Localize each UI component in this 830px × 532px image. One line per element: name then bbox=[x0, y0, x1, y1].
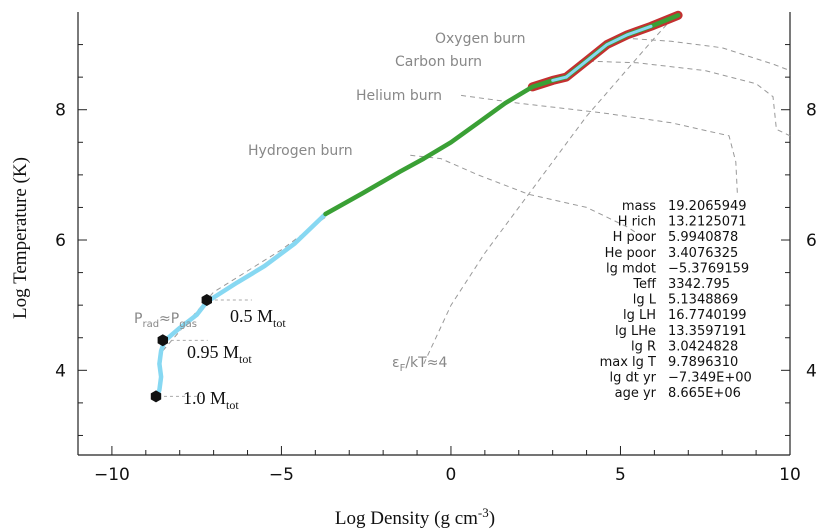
mass-label-sub: tot bbox=[239, 352, 252, 366]
x-axis-title-main: Log Density (g cm bbox=[335, 508, 478, 529]
mass-label-main: 1.0 M bbox=[183, 388, 226, 408]
y-tick-label-right: 4 bbox=[806, 361, 817, 381]
mass-marker bbox=[157, 334, 168, 347]
mass-markers bbox=[150, 294, 252, 403]
info-key: age yr bbox=[615, 386, 657, 401]
info-table: mass 19.2065949 H rich 13.2125071 H poor 5.99… bbox=[600, 199, 752, 401]
plot-frame bbox=[77, 12, 791, 456]
info-value: 13.2125071 bbox=[668, 215, 747, 230]
x-axis-title-sup: -3 bbox=[478, 505, 489, 520]
eps-main: ε bbox=[392, 355, 400, 371]
x-tick-label: 10 bbox=[779, 465, 801, 485]
burn-line-oxygen-burn bbox=[623, 37, 791, 72]
mass-label-1.0: 1.0 Mtot bbox=[183, 388, 239, 412]
mass-label-sub: tot bbox=[273, 316, 286, 330]
mass-marker bbox=[201, 294, 212, 306]
y-tick-label-left: 8 bbox=[55, 101, 66, 121]
info-key: lg LHe bbox=[615, 324, 656, 339]
burn-line-helium-burn bbox=[461, 94, 738, 195]
burn-label-carbon: Carbon burn bbox=[395, 54, 482, 70]
y-axis-title: Log Temperature (K) bbox=[10, 157, 31, 319]
info-key: lg LH bbox=[623, 308, 656, 323]
info-value: 8.665E+06 bbox=[668, 386, 741, 401]
pgas-sub: gas bbox=[179, 319, 197, 330]
y-tick-label-left: 4 bbox=[55, 361, 66, 381]
mass-label-0.95: 0.95 Mtot bbox=[187, 342, 252, 366]
info-value: 3342.795 bbox=[668, 277, 730, 292]
info-key: lg dt yr bbox=[609, 371, 656, 386]
x-tick-label: 0 bbox=[446, 465, 457, 485]
info-value: 9.7896310 bbox=[668, 355, 738, 370]
x-axis-title: Log Density (g cm-3) bbox=[335, 505, 495, 529]
y-tick-label-right: 8 bbox=[806, 101, 817, 121]
info-value: 5.1348869 bbox=[668, 293, 738, 308]
x-tick-label: 5 bbox=[615, 465, 626, 485]
mass-label-main: 0.95 M bbox=[187, 342, 239, 362]
info-value: 5.9940878 bbox=[668, 230, 738, 245]
burn-lines bbox=[162, 11, 791, 365]
x-tick-label: −10 bbox=[94, 465, 130, 485]
approx-sign: ≈ bbox=[159, 311, 171, 327]
prad-pgas-label: Prad≈Pgas bbox=[134, 311, 197, 330]
x-tick-label: −5 bbox=[269, 465, 294, 485]
burn-label-oxygen: Oxygen burn bbox=[435, 31, 526, 47]
info-value: 3.0424828 bbox=[668, 339, 738, 354]
pgas-main: P bbox=[171, 311, 179, 327]
info-key: max lg T bbox=[600, 355, 656, 370]
axis-ticks: −10 −5 0 5 10 4 4 6 6 8 8 bbox=[55, 44, 817, 485]
series-hot-core bbox=[564, 24, 653, 79]
info-key: H rich bbox=[618, 215, 656, 230]
mass-label-sub: tot bbox=[226, 398, 239, 412]
info-value: 19.2065949 bbox=[668, 199, 747, 214]
burn-line-prad-pgas bbox=[162, 216, 326, 352]
info-key: lg R bbox=[631, 339, 656, 354]
info-key: mass bbox=[622, 199, 656, 214]
info-key: He poor bbox=[605, 246, 657, 261]
mass-label-0.5: 0.5 Mtot bbox=[230, 306, 286, 330]
x-axis-title-tail: ) bbox=[489, 508, 495, 529]
mass-label-main: 0.5 M bbox=[230, 306, 273, 326]
info-key: Teff bbox=[632, 277, 657, 292]
info-key: lg L bbox=[633, 293, 657, 308]
eps-sub: F bbox=[400, 363, 406, 374]
info-value: 13.3597191 bbox=[668, 324, 747, 339]
burn-label-hydrogen: Hydrogen burn bbox=[248, 143, 353, 159]
eps-tail: /kT≈4 bbox=[405, 355, 447, 371]
burn-line-carbon-burn bbox=[579, 60, 791, 137]
profile-series bbox=[153, 10, 683, 402]
burn-line-hydrogen-burn bbox=[410, 154, 648, 241]
prad-main: P bbox=[134, 311, 142, 327]
info-value: −7.349E+00 bbox=[668, 371, 752, 386]
info-value: 16.7740199 bbox=[668, 308, 747, 323]
info-value: −5.3769159 bbox=[668, 261, 749, 276]
y-tick-label-left: 6 bbox=[55, 231, 66, 251]
info-key: H poor bbox=[613, 230, 657, 245]
series-profile-outer bbox=[153, 211, 328, 402]
series-hot-core bbox=[551, 75, 568, 82]
prad-sub: rad bbox=[142, 319, 159, 330]
degeneracy-label: εF/kT≈4 bbox=[392, 355, 447, 374]
burn-line-degeneracy bbox=[423, 11, 679, 365]
info-key: lg mdot bbox=[606, 261, 656, 276]
info-value: 3.4076325 bbox=[668, 246, 738, 261]
burn-label-helium: Helium burn bbox=[356, 88, 442, 104]
y-tick-label-right: 6 bbox=[806, 231, 817, 251]
mass-marker bbox=[150, 390, 162, 403]
